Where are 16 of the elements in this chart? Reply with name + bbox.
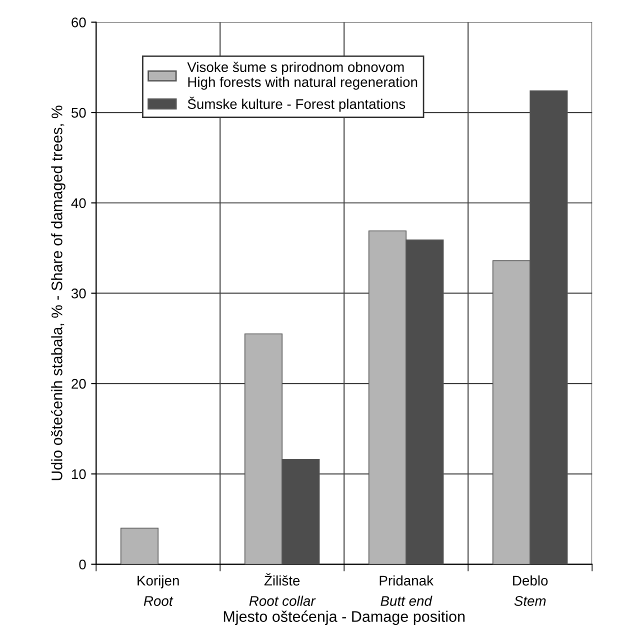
y-axis-title: Udio oštećenih stabala, % - Share of damaged trees, % — [50, 106, 66, 480]
bar — [120, 528, 159, 564]
category-label: Žilište Root collar — [249, 573, 316, 606]
legend-label: Šumske kulture - Forest plantations — [188, 96, 406, 112]
legend-label: Visoke šume s prirodnom obnovom High forests with natural regeneration — [187, 62, 418, 90]
category-label: Pridanak Butt end — [380, 575, 434, 606]
y-tick-label: 40 — [71, 198, 86, 208]
category-label: Deblo Stem — [513, 575, 548, 606]
y-tick-label: 50 — [71, 108, 86, 118]
x-axis-title: Mjesto oštećenja - Damage position — [224, 610, 465, 625]
y-tick-label: 30 — [71, 288, 86, 298]
y-tick-label: 0 — [79, 560, 86, 570]
y-tick-label: 10 — [72, 469, 86, 480]
y-tick-label: 20 — [72, 378, 86, 389]
category-label: Korijen Root — [138, 575, 179, 606]
y-tick-label: 60 — [72, 18, 86, 28]
